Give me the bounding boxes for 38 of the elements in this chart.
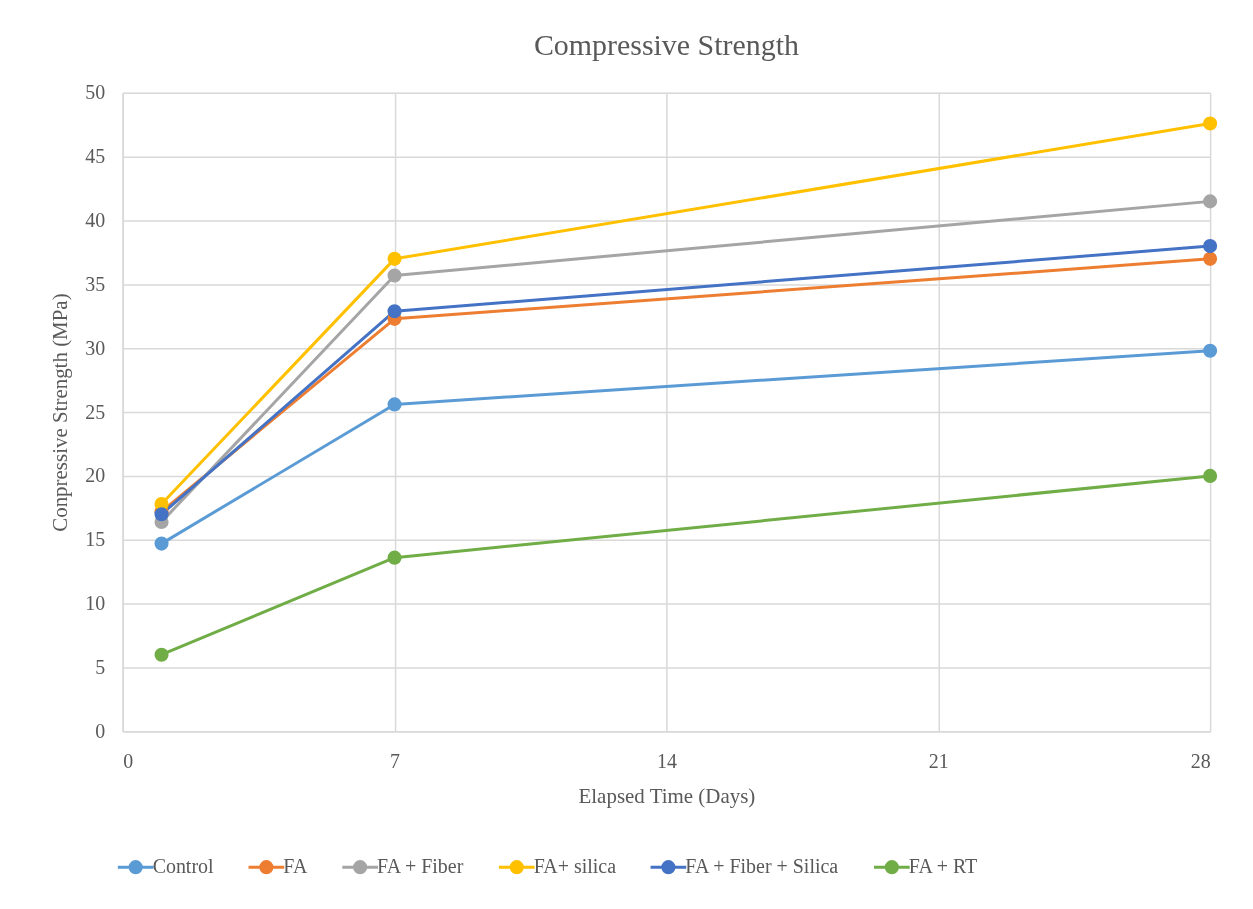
point [154,647,169,662]
point [387,251,402,266]
point [1203,251,1218,266]
legend-label: FA + Fiber [377,855,464,878]
y-axis-title: Conpressive Strength (MPa) [48,293,73,532]
x-tick-label: 0 [123,749,134,772]
point [1203,116,1218,131]
point [387,397,402,412]
point [1203,468,1218,483]
legend-label: FA [283,855,308,878]
y-tick-label: 25 [85,400,106,423]
point [387,550,402,565]
point [1203,194,1218,209]
chart-title: Compressive Strength [533,27,799,61]
legend-label: Control [152,855,215,878]
y-tick-label: 5 [95,655,106,678]
y-tick-label: 30 [85,336,106,359]
y-tick-label: 10 [85,592,106,615]
x-tick-label: 28 [1190,749,1211,772]
point [387,268,402,283]
point [1203,239,1218,254]
point [1203,343,1218,358]
x-tick-label: 14 [656,749,677,772]
x-axis-title: Elapsed Time (Days) [578,783,756,808]
x-tick-label: 21 [928,749,949,772]
point [387,304,402,319]
x-tick-label: 7 [390,749,401,772]
y-tick-label: 45 [85,145,106,168]
legend-label: FA + RT [908,855,978,878]
y-tick-label: 20 [85,464,106,487]
legend-label: FA + Fiber + Silica [685,855,839,878]
y-tick-label: 35 [85,272,106,295]
y-tick-label: 15 [85,528,106,551]
legend-label: FA+ silica [533,855,617,878]
point [154,536,169,551]
y-tick-label: 50 [85,81,106,104]
y-tick-label: 40 [85,209,106,232]
y-tick-label: 0 [95,719,106,742]
